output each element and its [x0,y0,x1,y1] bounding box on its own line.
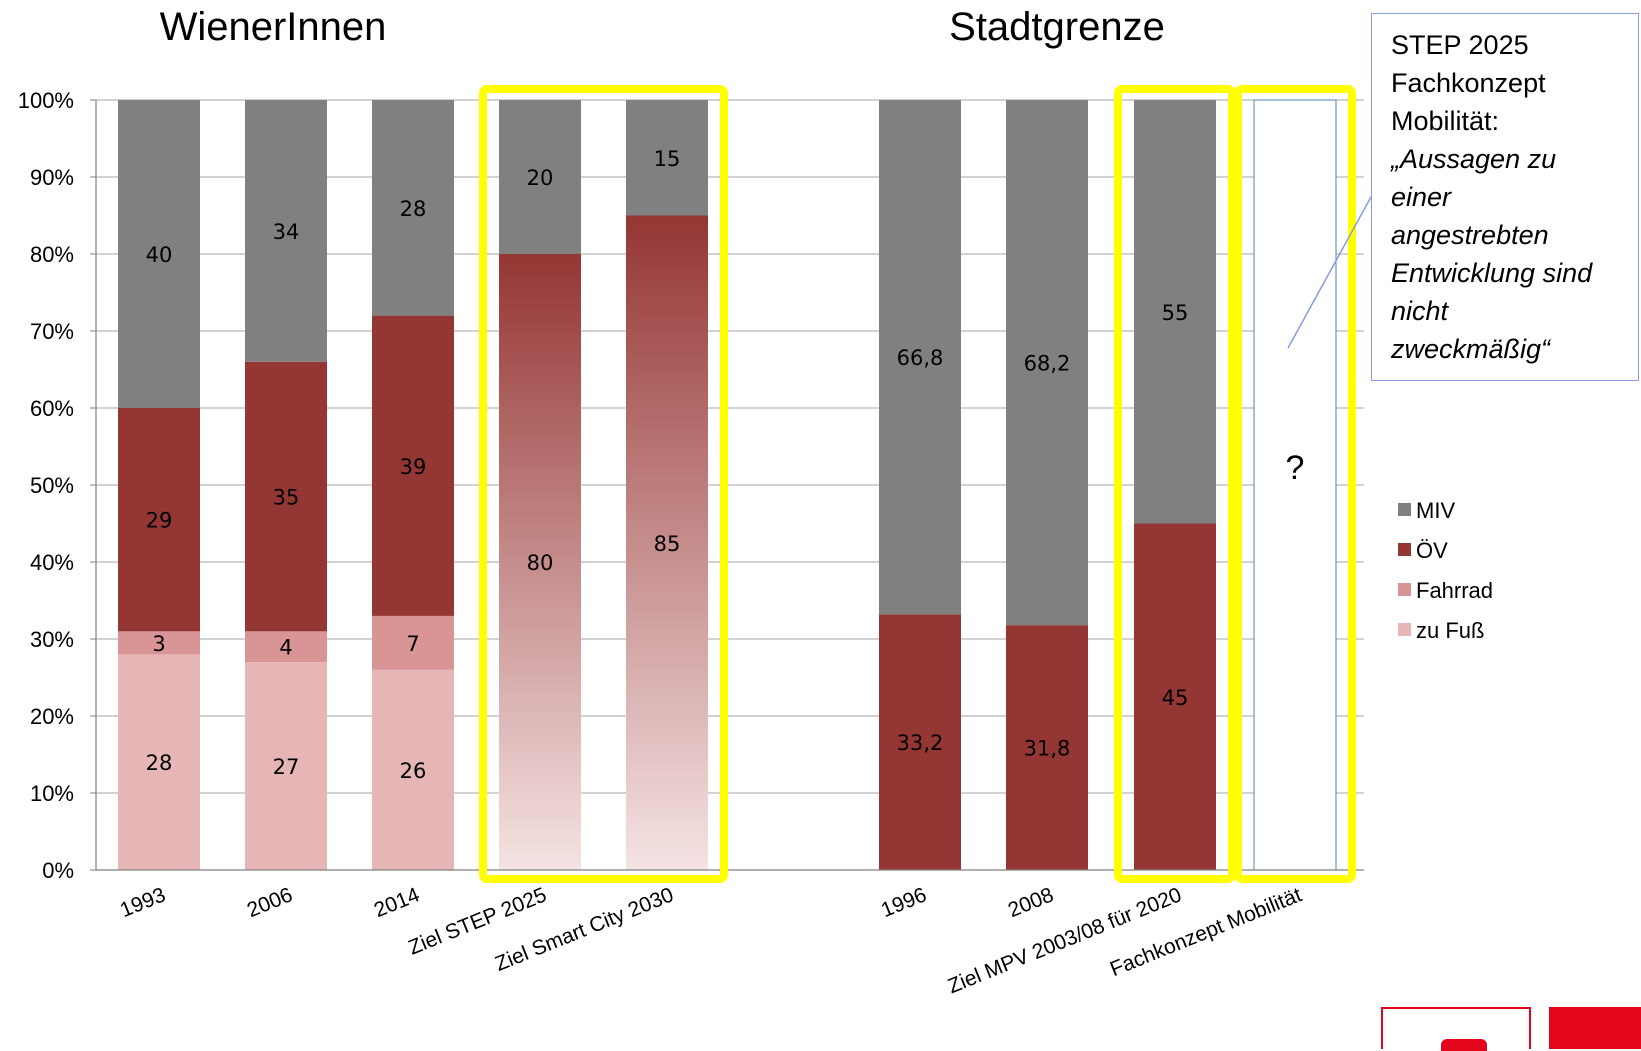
note-quote-line: Entwicklung sind [1391,258,1593,288]
legend-label: Fahrrad [1416,578,1493,603]
highlight-frame [1234,85,1356,883]
note-quote-line: zweckmäßig“ [1391,334,1551,364]
bar-data-label: 40 [146,243,173,267]
bar-data-label: 26 [400,759,427,783]
y-tick-label: 30% [30,627,74,652]
highlight-frame [1114,85,1236,883]
bar-data-label: 55 [1162,301,1189,325]
x-category-label: 2008 [1005,883,1057,922]
legend-label: MIV [1416,498,1455,523]
bar-data-label: 39 [400,455,427,479]
x-category-label: Fachkonzept Mobilität [1107,883,1305,981]
x-category-label: 2014 [371,883,423,922]
note-quote-line: angestrebten [1391,220,1549,250]
legend-swatch [1398,503,1411,516]
legend-label: ÖV [1416,538,1448,563]
bar-segment [1006,625,1088,870]
note-heading-line: STEP 2025 [1391,30,1529,60]
note-callout: STEP 2025 Fachkonzept Mobilität: „Aussag… [1371,13,1639,381]
bar-segment [499,100,581,254]
legend-swatch [1398,583,1411,596]
bar-segment [879,614,961,870]
bar-data-label: 33,2 [897,731,944,755]
bar-data-label: 27 [273,755,300,779]
note-heading: STEP 2025 Fachkonzept Mobilität: [1391,26,1626,140]
legend: MIV ÖV Fahrrad zu Fuß [1398,498,1493,643]
legend-swatch [1398,543,1411,556]
bar-data-label: 31,8 [1024,737,1071,761]
highlight-frame [479,85,728,883]
x-category-label: Ziel MPV 2003/08 für 2020 [945,883,1185,998]
legend-swatch [1398,623,1411,636]
group-title: Stadtgrenze [949,5,1165,49]
y-tick-label: 70% [30,319,74,344]
x-category-label: 2006 [244,883,296,922]
bar-segment [372,315,454,616]
y-tick-label: 90% [30,165,74,190]
y-tick-label: 10% [30,781,74,806]
bar-segment [626,215,708,870]
logo-red-block [1549,1007,1641,1049]
bar-segment [372,615,454,670]
bar-segment [372,669,454,870]
bar-segment [1006,100,1088,626]
bar-segment [245,100,327,362]
bar-data-label: 66,8 [897,346,944,370]
bar-segment [245,361,327,632]
bar-data-label: 80 [527,551,554,575]
y-tick-label: 50% [30,473,74,498]
bar-segment [118,408,200,632]
bar-segment [118,654,200,870]
bar-unknown [1253,99,1337,871]
data-labels: 28 3 29 40 27 4 35 34 26 7 39 28 80 20 85 15 33,2 66,8 31,… [146,147,1305,783]
bar-data-label: 4 [279,636,292,660]
highlight-frames [479,85,1356,883]
bar-data-label: 35 [273,486,300,510]
bar-segment [245,662,327,870]
bar-segment [372,100,454,316]
bar-data-label: 20 [527,166,554,190]
x-category-label: 1996 [878,883,930,922]
legend-label: zu Fuß [1416,618,1484,643]
logo-mark [1441,1039,1487,1051]
y-tick-label: 100% [18,88,74,113]
wien-logo [1381,1007,1641,1051]
y-tick-label: 0% [42,858,74,883]
logo-frame [1381,1007,1531,1051]
note-quote-line: einer [1391,182,1452,212]
bar-data-label: 34 [273,220,300,244]
bar-segment [626,100,708,216]
bar-data-label: 15 [654,147,681,171]
bar-segment [1134,523,1216,870]
group-title: WienerInnen [160,5,387,49]
bar-segment [499,254,581,870]
note-quote: „Aussagen zu einer angestrebten Entwickl… [1391,140,1626,368]
bars [118,99,1337,871]
note-heading-line: Fachkonzept [1391,68,1546,98]
y-tick-label: 40% [30,550,74,575]
y-tick-label: 20% [30,704,74,729]
y-tick-label: 80% [30,242,74,267]
bar-segment [118,631,200,655]
y-tick-label: 60% [30,396,74,421]
bar-data-label: 3 [152,632,165,656]
bar-data-label: 28 [400,197,427,221]
bar-segment [245,631,327,663]
bar-segment [118,100,200,408]
bar-unknown-label: ? [1286,449,1305,487]
bar-data-label: 7 [406,632,419,656]
bar-data-label: 29 [146,509,173,533]
note-quote-line: „Aussagen zu [1391,144,1557,174]
bar-data-label: 85 [654,532,681,556]
bar-data-label: 68,2 [1024,352,1071,376]
bar-segment [879,100,961,615]
note-heading-line: Mobilität: [1391,106,1500,136]
x-category-label: 1993 [117,883,169,922]
note-pointer-line [1287,196,1372,349]
bar-data-label: 45 [1162,686,1189,710]
note-quote-line: nicht [1391,296,1449,326]
bar-segment [1134,100,1216,524]
bar-data-label: 28 [146,751,173,775]
